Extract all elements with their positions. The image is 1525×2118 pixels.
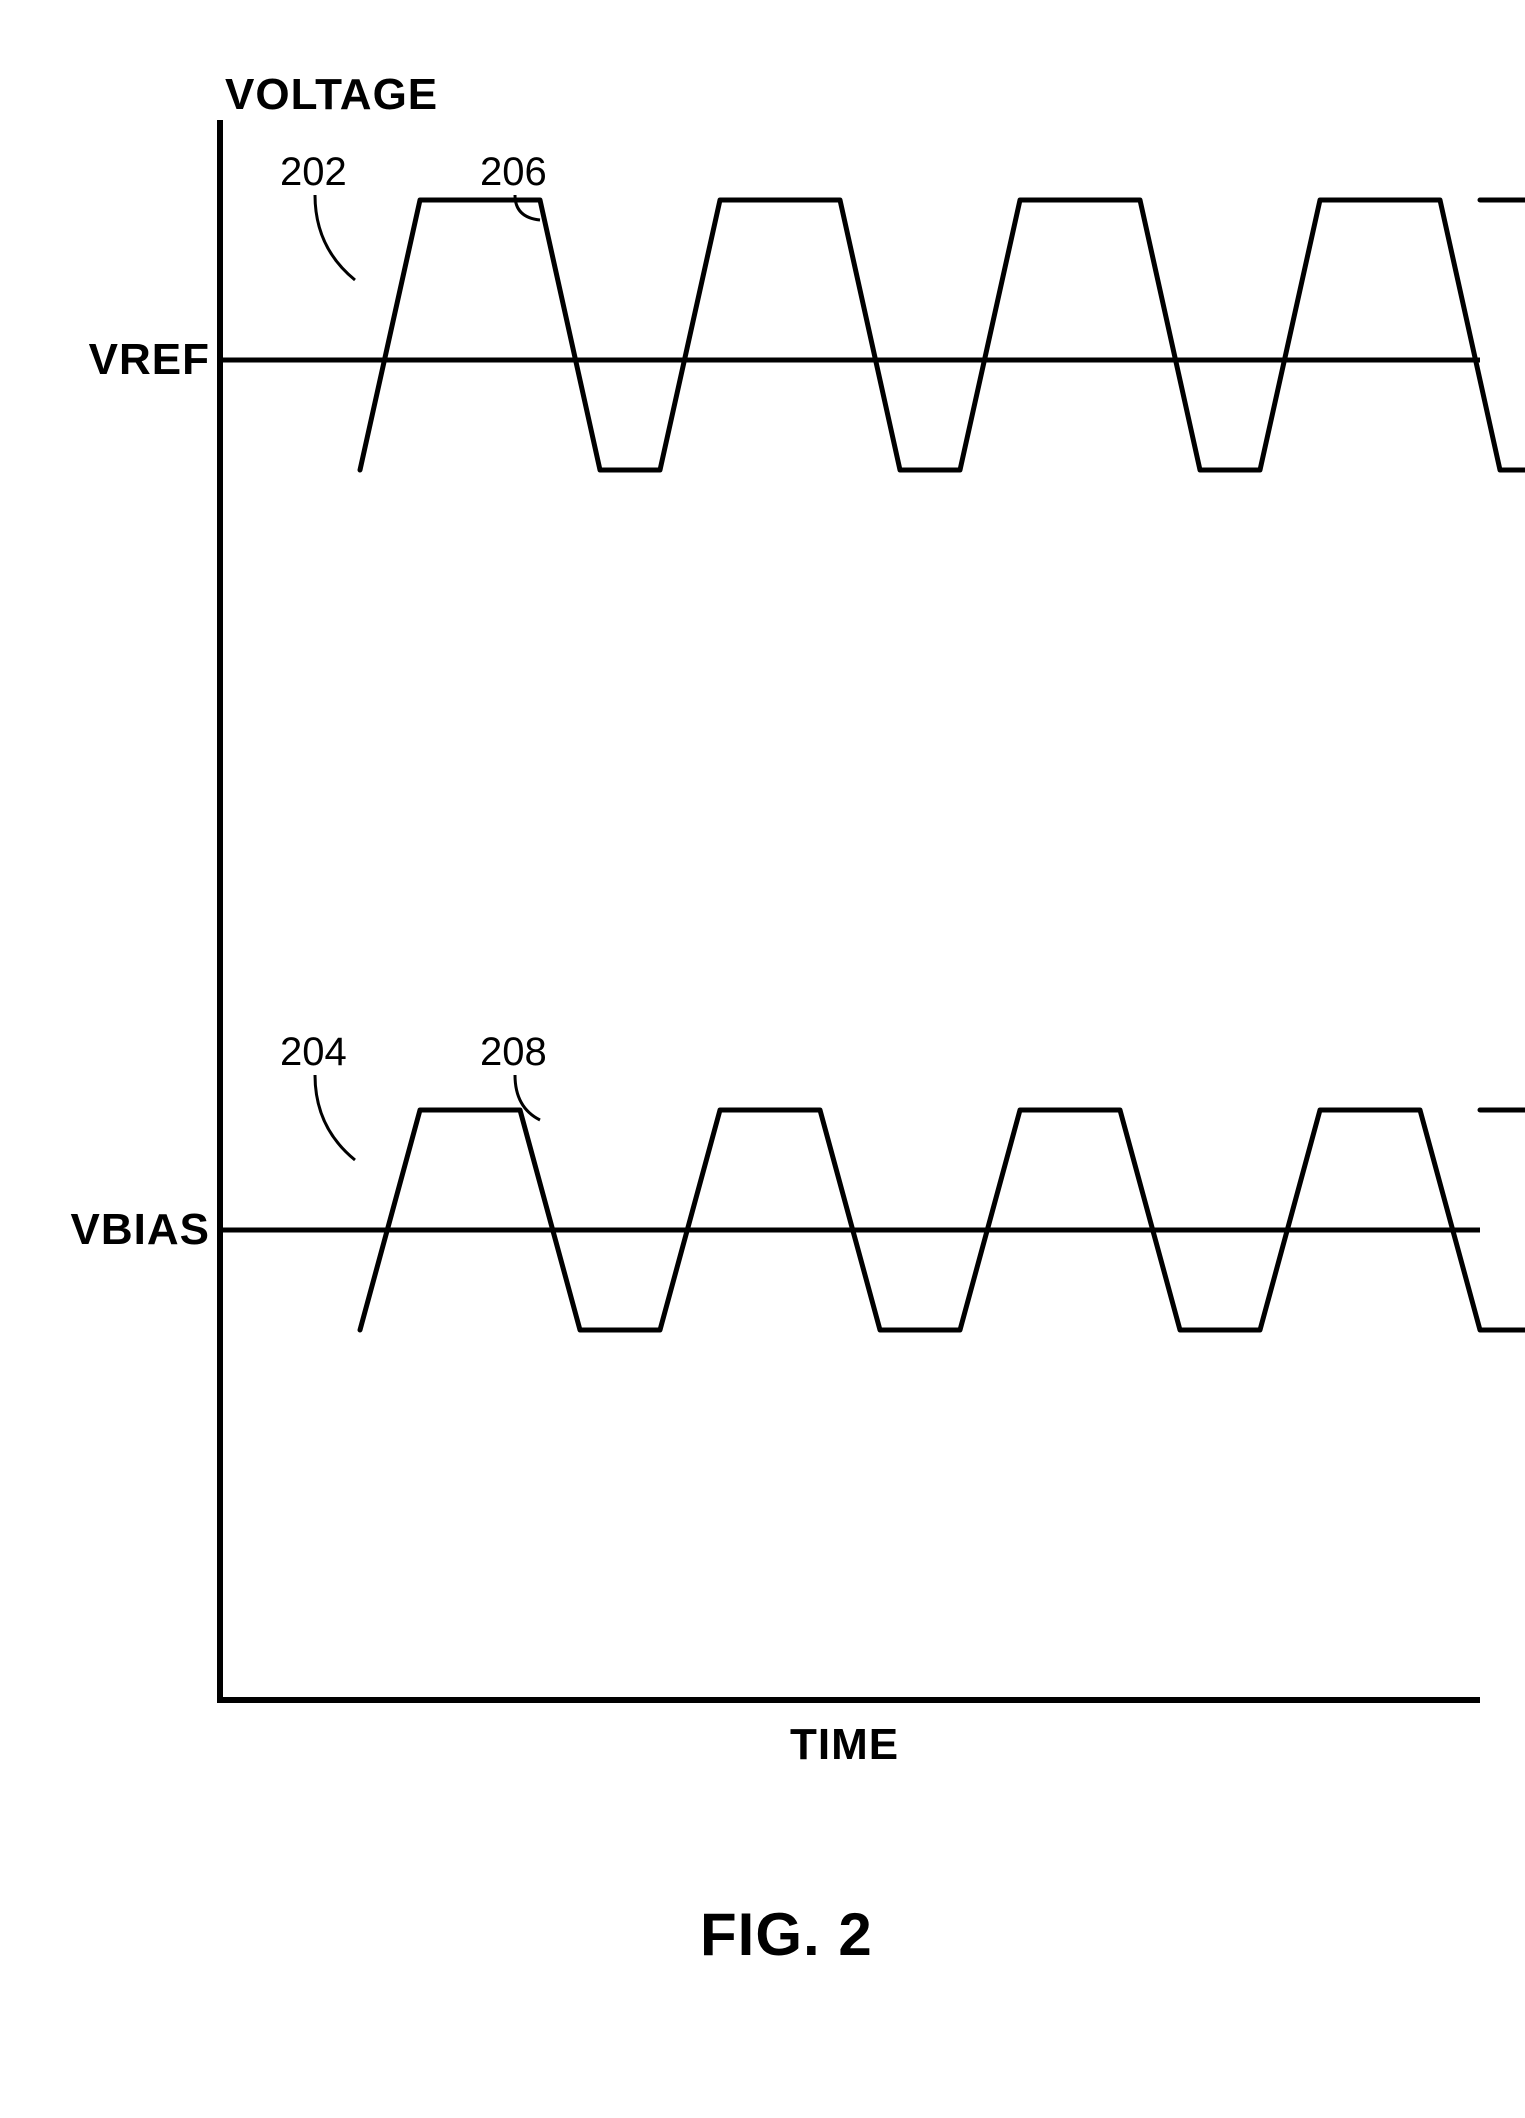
figure-svg	[0, 0, 1525, 2118]
callout-204: 204	[280, 1030, 347, 1075]
x-axis-label: TIME	[790, 1720, 899, 1770]
y-axis-label: VOLTAGE	[225, 70, 438, 120]
callout-208: 208	[480, 1030, 547, 1075]
callout-206: 206	[480, 150, 547, 195]
figure-page: VOLTAGE TIME VREF VBIAS 202 206 204 208 …	[0, 0, 1525, 2118]
vref-label: VREF	[0, 335, 210, 385]
figure-caption: FIG. 2	[700, 1900, 873, 1969]
vbias-label: VBIAS	[0, 1205, 210, 1255]
callout-202: 202	[280, 150, 347, 195]
